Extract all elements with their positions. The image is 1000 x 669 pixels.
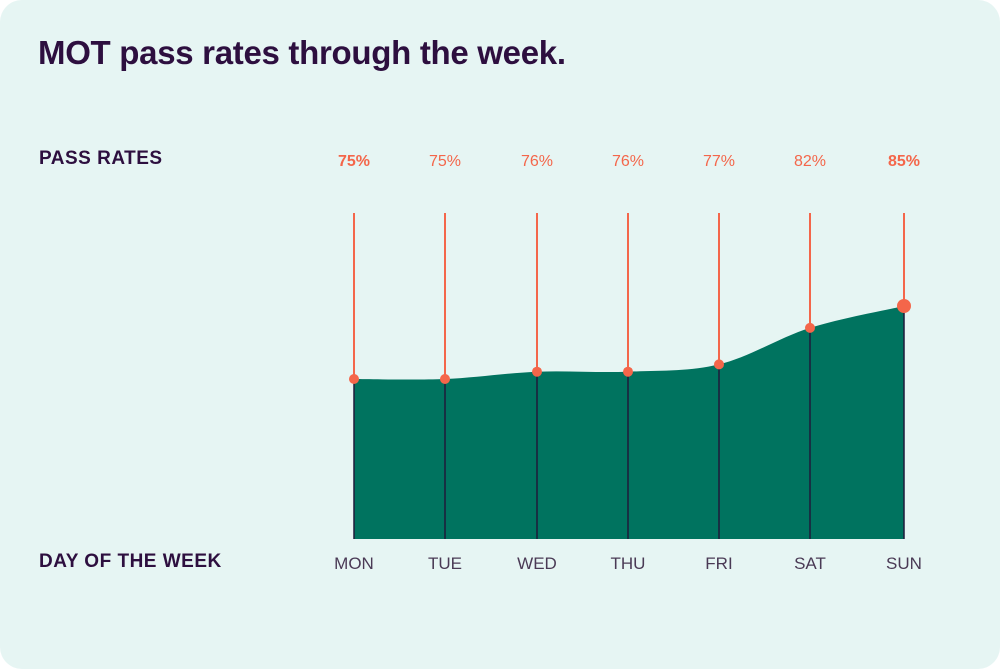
day-label-thu: THU — [611, 554, 646, 573]
value-label-fri: 77% — [703, 153, 735, 170]
day-label-tue: TUE — [428, 554, 462, 573]
x-axis-label: DAY OF THE WEEK — [39, 551, 222, 572]
day-label-sat: SAT — [794, 554, 826, 573]
data-point-thu — [623, 366, 633, 377]
y-axis-label: PASS RATES — [39, 148, 163, 169]
data-point-fri — [714, 359, 724, 370]
value-label-sat: 82% — [794, 153, 826, 170]
value-label-wed: 76% — [521, 153, 553, 170]
data-point-tue — [440, 374, 450, 384]
value-label-sun: 85% — [888, 153, 920, 170]
day-label-sun: SUN — [886, 554, 922, 573]
area-fill — [354, 306, 904, 539]
value-label-mon: 75% — [338, 153, 370, 170]
day-label-wed: WED — [517, 554, 557, 573]
day-label-fri: FRI — [705, 554, 732, 573]
chart-title: MOT pass rates through the week. — [38, 34, 566, 71]
day-label-mon: MON — [334, 554, 374, 573]
value-label-thu: 76% — [612, 153, 644, 170]
data-point-sun — [897, 299, 911, 313]
data-point-sat — [805, 322, 815, 333]
data-point-wed — [532, 366, 542, 377]
value-label-tue: 75% — [429, 153, 461, 170]
data-point-mon — [349, 374, 359, 384]
